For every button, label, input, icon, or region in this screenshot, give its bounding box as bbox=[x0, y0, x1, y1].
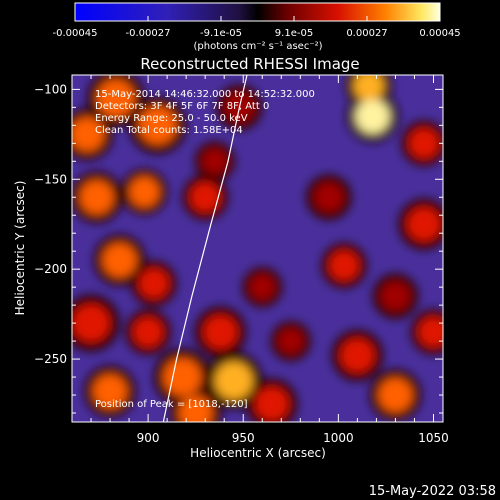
annotation-line: Energy Range: 25.0 - 50.0 keV bbox=[95, 113, 248, 124]
intensity-blob bbox=[313, 182, 345, 213]
colorbar-tick-label: -0.00027 bbox=[126, 28, 171, 39]
intensity-blob bbox=[328, 250, 360, 281]
colorbar-tick-label: -0.00045 bbox=[53, 28, 98, 39]
intensity-blob bbox=[408, 128, 440, 159]
intensity-blob bbox=[132, 316, 164, 348]
intensity-blob bbox=[355, 99, 390, 134]
intensity-blob bbox=[178, 395, 213, 422]
intensity-blob bbox=[92, 374, 128, 409]
intensity-blob bbox=[203, 315, 238, 350]
peak-label: Position of Peak = [1018,-120] bbox=[95, 399, 248, 410]
colorbar-tick-label: -9.1e-05 bbox=[200, 28, 242, 39]
x-tick-label: 950 bbox=[232, 431, 255, 445]
annotation-line: Detectors: 3F 4F 5F 6F 7F 8F, Att 0 bbox=[95, 101, 269, 112]
colorbar-tick-label: 9.1e-05 bbox=[275, 28, 313, 39]
intensity-blob bbox=[406, 207, 442, 242]
intensity-blob bbox=[72, 304, 111, 343]
y-tick-label: −100 bbox=[34, 82, 67, 96]
annotation-line: Clean Total counts: 1.58E+04 bbox=[95, 125, 243, 136]
intensity-blob bbox=[277, 327, 305, 355]
colorbar-tick-label: 0.00027 bbox=[346, 28, 387, 39]
intensity-blob bbox=[201, 148, 228, 175]
intensity-blob bbox=[79, 180, 114, 215]
intensity-blob bbox=[138, 268, 170, 299]
y-axis-label: Heliocentric Y (arcsec) bbox=[13, 181, 27, 316]
solar-limb bbox=[162, 75, 248, 422]
intensity-blob bbox=[380, 280, 411, 312]
intensity-blob bbox=[163, 358, 202, 397]
chart-title: Reconstructed RHESSI Image bbox=[140, 55, 359, 73]
intensity-blob bbox=[353, 75, 384, 101]
colorbar-units: (photons cm⁻² s⁻¹ asec⁻²) bbox=[193, 41, 322, 52]
intensity-blob bbox=[189, 182, 221, 213]
intensity-blob bbox=[102, 243, 137, 278]
y-axis-ticks: −250 −200 −150 −100 bbox=[34, 82, 443, 414]
intensity-blob bbox=[340, 338, 375, 373]
x-tick-label: 900 bbox=[137, 431, 160, 445]
intensity-blob bbox=[72, 117, 105, 152]
y-tick-label: −150 bbox=[34, 172, 67, 186]
intensity-blob bbox=[96, 79, 135, 118]
x-tick-label: 1050 bbox=[418, 431, 449, 445]
intensity-blob bbox=[129, 176, 160, 208]
intensity-blob bbox=[248, 273, 276, 301]
colorbar bbox=[75, 3, 440, 21]
x-tick-label: 1000 bbox=[323, 431, 354, 445]
intensity-blob bbox=[138, 106, 177, 145]
colorbar-ticks: -0.00045 -0.00027 -9.1e-05 9.1e-05 0.00027 0.… bbox=[53, 16, 461, 39]
plot-frame bbox=[71, 74, 444, 423]
annotation-line: 15-May-2014 14:46:32.000 to 14:52:32.000 bbox=[95, 89, 315, 100]
x-axis-label: Heliocentric X (arcsec) bbox=[190, 446, 326, 460]
x-axis-ticks: 900 950 1000 1050 bbox=[71, 75, 449, 445]
intensity-blob bbox=[214, 361, 253, 400]
annotation-block: 15-May-2014 14:46:32.000 to 14:52:32.000… bbox=[95, 89, 315, 136]
y-tick-label: −200 bbox=[34, 262, 67, 276]
footer-timestamp: 15-May-2022 03:58 bbox=[369, 484, 496, 499]
intensity-blob bbox=[378, 377, 413, 413]
intensity-blob bbox=[418, 316, 443, 348]
y-tick-label: −250 bbox=[34, 352, 67, 366]
colorbar-tick-label: 0.00045 bbox=[419, 28, 460, 39]
plot-area bbox=[72, 75, 443, 422]
intensity-blob bbox=[254, 386, 289, 422]
